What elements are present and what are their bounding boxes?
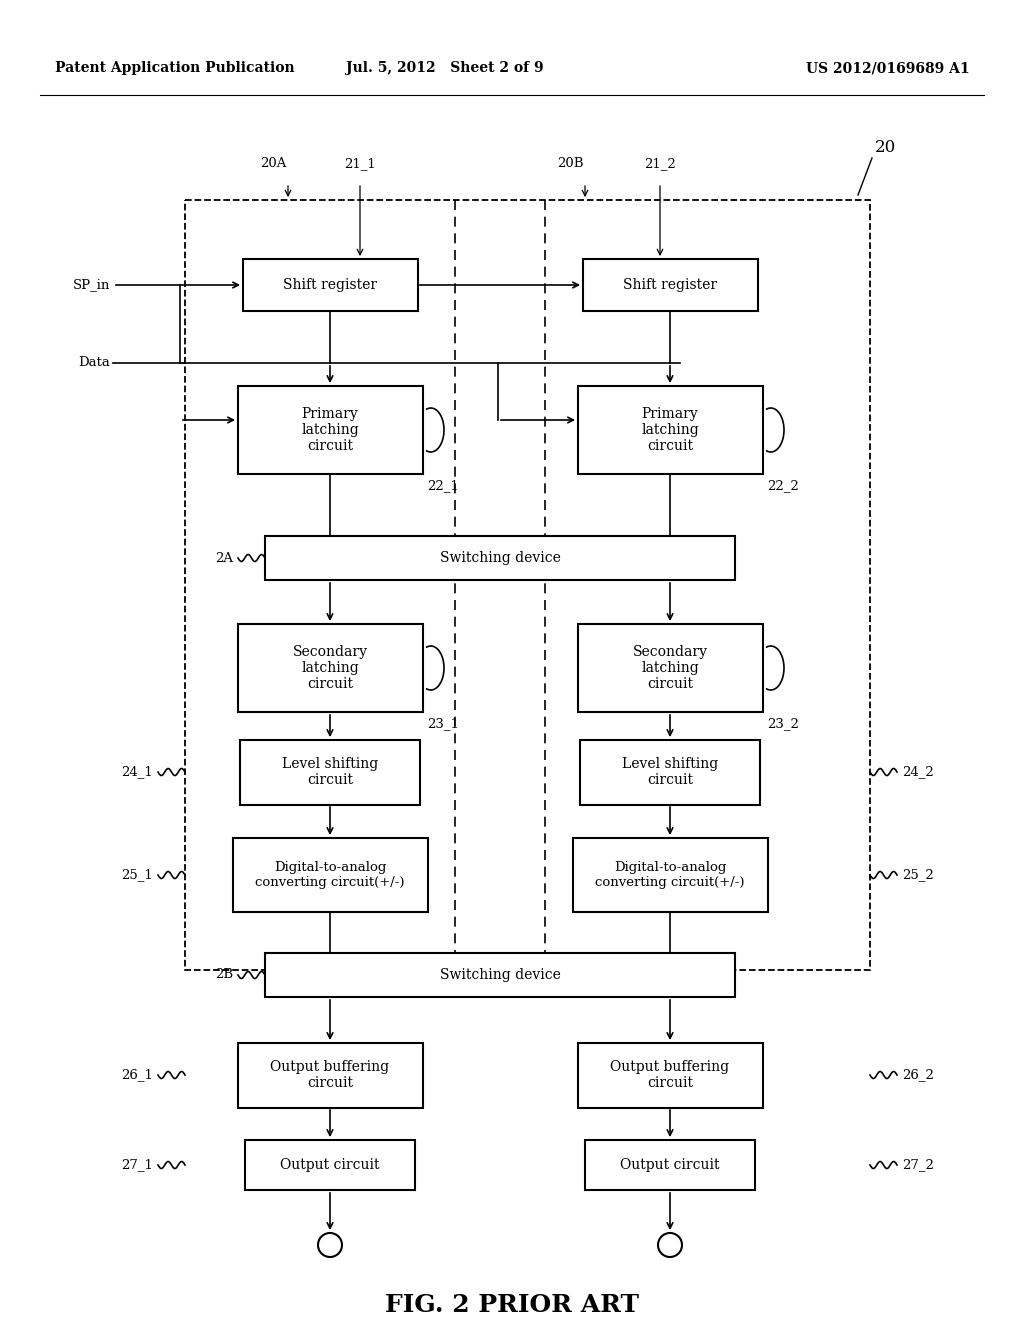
Text: 24_1: 24_1 bbox=[121, 766, 153, 779]
Text: 20B: 20B bbox=[557, 157, 584, 170]
FancyBboxPatch shape bbox=[238, 1043, 423, 1107]
Text: 22_2: 22_2 bbox=[767, 479, 799, 492]
Text: Output buffering
circuit: Output buffering circuit bbox=[610, 1060, 729, 1090]
Text: 26_1: 26_1 bbox=[121, 1068, 153, 1081]
Text: Primary
latching
circuit: Primary latching circuit bbox=[641, 407, 698, 453]
Text: Output buffering
circuit: Output buffering circuit bbox=[270, 1060, 389, 1090]
FancyBboxPatch shape bbox=[238, 385, 423, 474]
Text: Switching device: Switching device bbox=[439, 968, 560, 982]
FancyBboxPatch shape bbox=[583, 259, 758, 312]
Bar bbox=[185, 201, 870, 970]
Text: 25_1: 25_1 bbox=[121, 869, 153, 882]
FancyBboxPatch shape bbox=[585, 1140, 755, 1191]
Text: US 2012/0169689 A1: US 2012/0169689 A1 bbox=[806, 61, 970, 75]
Text: Digital-to-analog
converting circuit(+/-): Digital-to-analog converting circuit(+/-… bbox=[595, 861, 744, 888]
FancyBboxPatch shape bbox=[265, 953, 735, 997]
FancyBboxPatch shape bbox=[578, 624, 763, 711]
Text: Shift register: Shift register bbox=[623, 279, 717, 292]
Text: 2A: 2A bbox=[215, 552, 233, 565]
FancyBboxPatch shape bbox=[578, 1043, 763, 1107]
Text: Output circuit: Output circuit bbox=[621, 1158, 720, 1172]
Text: Jul. 5, 2012   Sheet 2 of 9: Jul. 5, 2012 Sheet 2 of 9 bbox=[346, 61, 544, 75]
FancyBboxPatch shape bbox=[265, 536, 735, 579]
FancyBboxPatch shape bbox=[580, 739, 760, 804]
Text: FIG. 2 PRIOR ART: FIG. 2 PRIOR ART bbox=[385, 1294, 639, 1317]
FancyBboxPatch shape bbox=[238, 624, 423, 711]
Text: 21_2: 21_2 bbox=[644, 157, 676, 170]
Text: Level shifting
circuit: Level shifting circuit bbox=[622, 756, 718, 787]
FancyBboxPatch shape bbox=[245, 1140, 415, 1191]
Text: 22_1: 22_1 bbox=[427, 479, 459, 492]
Text: SP_in: SP_in bbox=[73, 279, 110, 292]
Text: 21_1: 21_1 bbox=[344, 157, 376, 170]
Text: 27_1: 27_1 bbox=[121, 1159, 153, 1172]
Text: Secondary
latching
circuit: Secondary latching circuit bbox=[633, 644, 708, 692]
Text: Output circuit: Output circuit bbox=[281, 1158, 380, 1172]
Text: Shift register: Shift register bbox=[283, 279, 377, 292]
Text: Switching device: Switching device bbox=[439, 550, 560, 565]
FancyBboxPatch shape bbox=[572, 838, 768, 912]
Text: Data: Data bbox=[78, 356, 110, 370]
Text: 23_2: 23_2 bbox=[767, 717, 799, 730]
Text: 24_2: 24_2 bbox=[902, 766, 934, 779]
Text: Level shifting
circuit: Level shifting circuit bbox=[282, 756, 378, 787]
Text: Patent Application Publication: Patent Application Publication bbox=[55, 61, 295, 75]
Text: 25_2: 25_2 bbox=[902, 869, 934, 882]
Text: 26_2: 26_2 bbox=[902, 1068, 934, 1081]
Text: 20: 20 bbox=[874, 140, 896, 157]
FancyBboxPatch shape bbox=[578, 385, 763, 474]
FancyBboxPatch shape bbox=[232, 838, 427, 912]
Text: 20A: 20A bbox=[260, 157, 286, 170]
Text: Digital-to-analog
converting circuit(+/-): Digital-to-analog converting circuit(+/-… bbox=[255, 861, 404, 888]
FancyBboxPatch shape bbox=[243, 259, 418, 312]
Text: 23_1: 23_1 bbox=[427, 717, 459, 730]
FancyBboxPatch shape bbox=[240, 739, 420, 804]
Text: Primary
latching
circuit: Primary latching circuit bbox=[301, 407, 358, 453]
Text: 27_2: 27_2 bbox=[902, 1159, 934, 1172]
Text: Secondary
latching
circuit: Secondary latching circuit bbox=[293, 644, 368, 692]
Text: 2B: 2B bbox=[215, 969, 233, 982]
